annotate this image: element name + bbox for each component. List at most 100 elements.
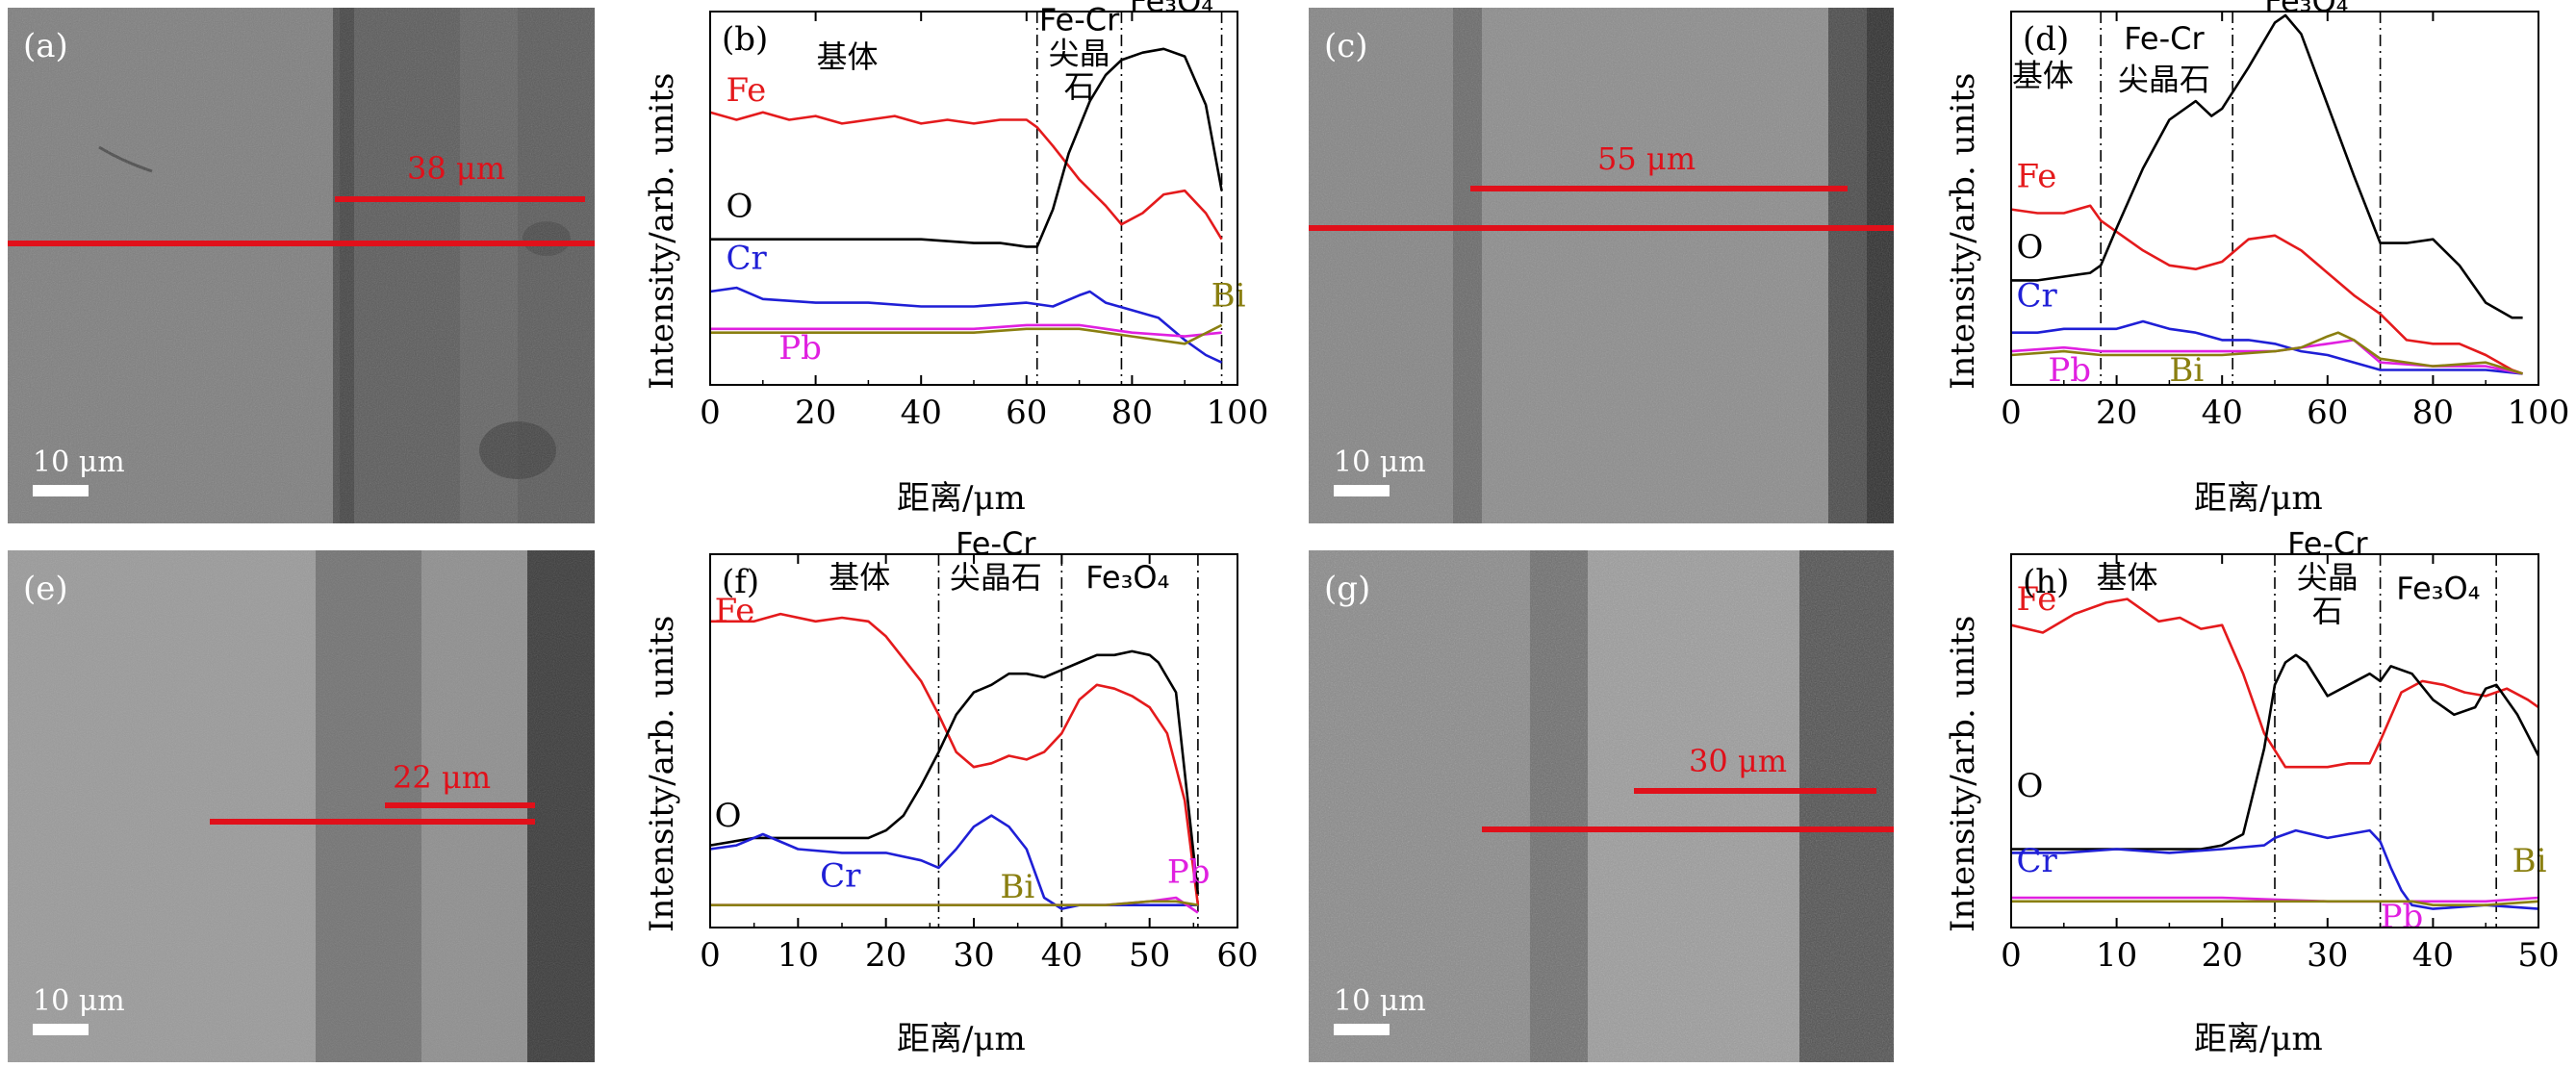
panel-label-h: (h) — [2023, 563, 2069, 601]
x-tick-label-f-4: 40 — [1041, 936, 1083, 975]
scalebar-label-a: 10 μm — [33, 445, 125, 479]
x-tick-label-h-3: 30 — [2307, 936, 2348, 975]
series-line-cr-b — [709, 286, 1223, 364]
region-label-h-0: 基体 — [2097, 559, 2158, 596]
chart-b: Fe O Cr Pb Bi 基体 Fe-Cr 尖晶石 Fe₃O₄ 0 20 40 60 80 100 (b) … — [635, 0, 1280, 529]
series-line-pb-b — [710, 323, 1222, 338]
x-tick-label-h-0: 0 — [2001, 936, 2022, 975]
series-label-pb-h: Pb — [2381, 898, 2424, 936]
thickness-label-a: 38 μm — [407, 150, 505, 187]
series-line-o-d — [2011, 13, 2523, 319]
sem-image-e: 22 μm (e) 10 μm — [8, 550, 595, 1062]
series-line-o-h — [2011, 653, 2540, 851]
region-label-b-0: 基体 — [816, 38, 878, 75]
series-label-fe-f: Fe — [715, 592, 755, 630]
panel-label-a: (a) — [23, 27, 68, 65]
region-label-b-3: 石 — [1064, 68, 1095, 105]
series-line-cr-h — [2011, 828, 2539, 910]
series-label-pb-d: Pb — [2048, 351, 2091, 390]
panel-label-b: (b) — [722, 20, 768, 59]
y-axis-label-f: Intensity/arb. units — [643, 615, 681, 932]
scalebar-a: 10 μm — [33, 445, 125, 496]
sem-image-a: 38 μm (a) 10 μm — [8, 8, 595, 523]
region-label-d-3: Fe₃O₄ — [2264, 0, 2348, 19]
region-label-b-2: 尖晶 — [1049, 35, 1110, 71]
x-tick-label-d-4: 80 — [2412, 394, 2454, 432]
scalebar-e: 10 μm — [33, 984, 125, 1035]
x-tick-label-b-0: 0 — [700, 394, 721, 432]
series-line-fe-d — [2010, 204, 2524, 375]
chart-svg-d: Fe O Cr Pb Bi 基体 Fe-Cr 尖晶石 Fe₃O₄ 0 20 40 60 80 100 (d) — [2001, 0, 2569, 432]
thickness-label-c: 55 μm — [1597, 140, 1696, 177]
y-axis-label-h: Intensity/arb. units — [1944, 615, 1982, 932]
series-line-o-f — [709, 649, 1200, 895]
region-label-h-2: 尖晶 — [2297, 559, 2359, 596]
region-label-b-4: Fe₃O₄ — [1130, 0, 1213, 19]
series-line-cr-d — [2011, 319, 2523, 375]
x-tick-label-h-4: 40 — [2412, 936, 2454, 975]
region-label-d-1: Fe-Cr — [2124, 20, 2205, 57]
sem-g-graphic: 30 μm — [1309, 550, 1894, 1062]
region-label-f-2: 尖晶石 — [950, 559, 1042, 596]
x-tick-label-f-6: 60 — [1216, 936, 1258, 975]
sem-image-c: 55 μm (c) 10 μm — [1309, 8, 1894, 523]
x-tick-label-d-3: 60 — [2307, 394, 2348, 432]
scalebar-bar-g — [1334, 1024, 1390, 1035]
scalebar-g: 10 μm — [1334, 984, 1426, 1035]
series-label-pb-f: Pb — [1167, 852, 1211, 891]
series-label-fe-b: Fe — [726, 71, 766, 110]
series-label-bi-b: Bi — [1211, 277, 1246, 316]
series-label-bi-f: Bi — [1000, 868, 1034, 906]
x-tick-label-b-5: 100 — [1207, 394, 1269, 432]
series-line-bi-h — [2011, 900, 2539, 907]
scalebar-bar-a — [33, 485, 89, 496]
series-line-fe-b — [709, 111, 1223, 241]
x-tick-label-f-1: 10 — [778, 936, 819, 975]
series-label-o-f: O — [715, 797, 742, 835]
series-line-bi-f — [710, 900, 1199, 907]
x-tick-label-b-2: 40 — [901, 394, 942, 432]
panel-label-e: (e) — [23, 570, 68, 608]
x-tick-label-f-3: 30 — [953, 936, 994, 975]
x-tick-label-h-5: 50 — [2517, 936, 2559, 975]
thickness-label-e: 22 μm — [393, 759, 491, 796]
x-tick-label-h-1: 10 — [2096, 936, 2137, 975]
series-label-cr-h: Cr — [2016, 842, 2057, 880]
series-line-fe-f — [710, 612, 1200, 905]
scalebar-bar-e — [33, 1024, 89, 1035]
panel-label-f: (f) — [722, 563, 759, 601]
sem-image-g: 30 μm (g) 10 μm — [1309, 550, 1894, 1062]
x-tick-label-b-4: 80 — [1111, 394, 1153, 432]
panel-label-d: (d) — [2023, 20, 2069, 59]
series-line-cr-f — [709, 814, 1198, 910]
series-label-cr-b: Cr — [726, 240, 767, 278]
scalebar-bar-c — [1334, 485, 1390, 496]
series-label-fe-h: Fe — [2016, 580, 2056, 619]
x-tick-label-d-0: 0 — [2001, 394, 2022, 432]
plot-frame-f — [709, 553, 1238, 928]
region-label-f-1: Fe-Cr — [956, 525, 1036, 562]
x-tick-label-f-0: 0 — [700, 936, 721, 975]
series-label-cr-d: Cr — [2016, 277, 2057, 316]
series-label-cr-f: Cr — [820, 856, 861, 895]
x-tick-label-h-2: 20 — [2202, 936, 2243, 975]
series-line-bi-b — [710, 323, 1223, 345]
series-line-bi-d — [2010, 331, 2523, 375]
thickness-label-g: 30 μm — [1689, 743, 1787, 779]
scalebar-label-c: 10 μm — [1334, 445, 1426, 479]
x-tick-label-d-1: 20 — [2096, 394, 2137, 432]
chart-d: Fe O Cr Pb Bi 基体 Fe-Cr 尖晶石 Fe₃O₄ 0 20 40 60 80 100 (d) … — [1936, 0, 2576, 529]
region-label-h-3: 石 — [2312, 593, 2343, 629]
scalebar-label-g: 10 μm — [1334, 984, 1426, 1018]
sem-a-graphic: 38 μm — [8, 8, 595, 523]
sem-c-graphic: 55 μm — [1309, 8, 1894, 523]
x-axis-label-f: 距离/μm — [897, 1020, 1026, 1058]
y-axis-label-d: Intensity/arb. units — [1944, 72, 1982, 390]
panel-label-g: (g) — [1324, 570, 1371, 608]
series-label-o-h: O — [2016, 767, 2043, 805]
region-label-f-0: 基体 — [829, 559, 890, 596]
scalebar-label-e: 10 μm — [33, 984, 125, 1018]
